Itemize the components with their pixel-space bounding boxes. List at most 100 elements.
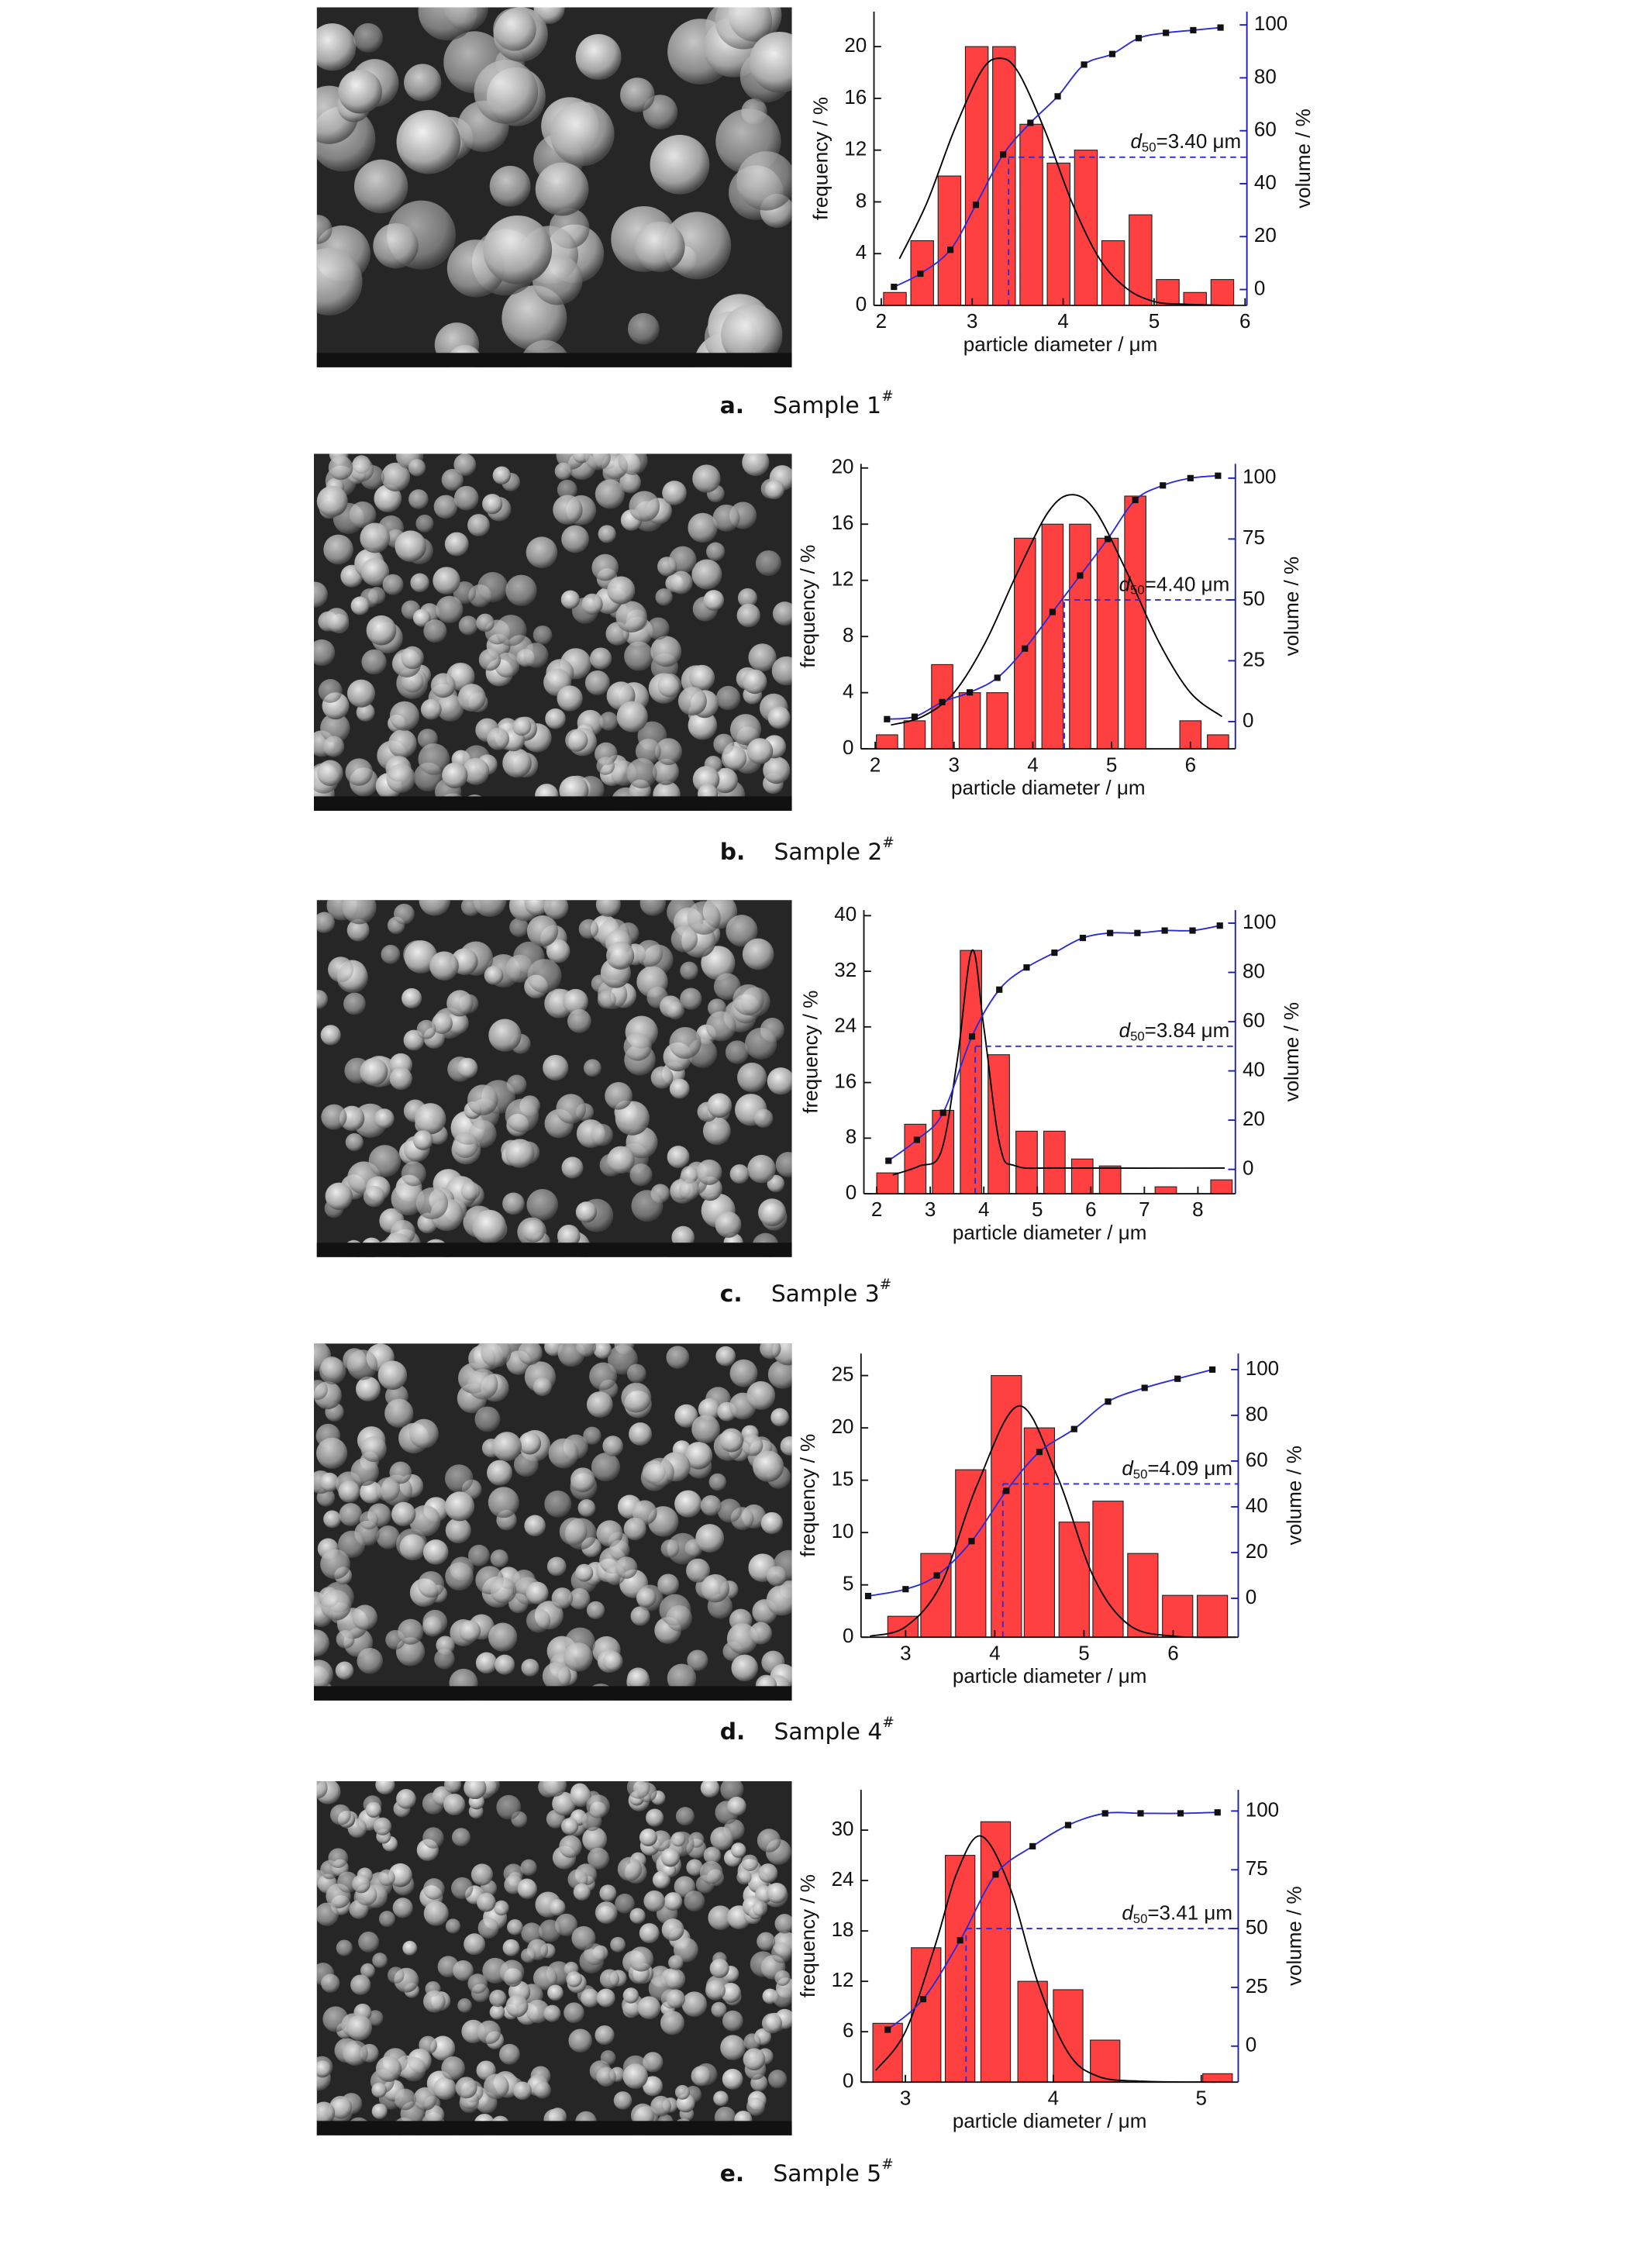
particle [583,1059,602,1077]
volume-curve [887,1811,1218,2031]
particle [599,1884,617,1902]
particle [543,1054,569,1081]
particle [377,1360,408,1391]
y2-tick-label: 20 [1246,1539,1268,1563]
particle [338,1480,360,1503]
bar [911,1947,942,2083]
particle [643,1890,665,1912]
y-tick-label: 20 [844,33,867,57]
y2-tick-label: 20 [1243,1107,1265,1130]
bar [1053,1989,1084,2083]
y-axis-label: frequency / % [796,1874,819,1997]
particle [360,522,391,553]
bar [1156,279,1180,306]
particle [316,247,363,315]
particle [653,758,679,785]
particle [545,708,566,729]
particle [699,1861,723,1884]
bar [910,240,934,306]
particle [493,8,536,51]
particle [548,1438,579,1469]
y2-tick-label: 75 [1246,1856,1268,1880]
particle [666,1346,690,1370]
caption: b. Sample 2# [720,834,895,865]
particle [521,1922,543,1944]
particle [746,2097,765,2116]
particle [664,212,732,280]
particle [607,576,636,605]
particle [457,1057,478,1079]
particle [398,1618,424,1645]
particle [323,534,353,565]
particle [412,1130,433,1150]
volume-marker [919,1996,927,2003]
particle [617,1856,642,1881]
particle [636,939,664,967]
particle [346,2015,372,2041]
particle [494,652,520,678]
particle [374,1108,395,1129]
volume-marker [1215,472,1222,479]
particle [687,1649,708,1671]
particle [664,1892,683,1911]
particle [542,1662,571,1691]
bar [1096,537,1119,750]
particle [780,1436,792,1456]
particle [650,1066,674,1089]
y2-tick-label: 40 [1254,171,1277,194]
particle [560,1818,579,1835]
bar [883,291,907,306]
particle [366,615,397,646]
particle [596,757,615,775]
particle [316,23,357,71]
particle [650,2095,671,2117]
particle [408,1505,441,1537]
volume-marker [1107,929,1114,936]
bar [980,1821,1012,2083]
particle [317,760,343,787]
y2-tick-label: 100 [1243,910,1276,933]
particle [321,1104,347,1130]
particle [598,525,616,543]
particle [388,1863,412,1887]
particle [568,2028,592,2053]
particle [570,1785,591,1808]
volume-marker [939,698,946,705]
volume-marker [968,1538,975,1545]
particle [743,2048,766,2071]
particle [423,619,447,643]
volume-marker [1105,1398,1112,1405]
x-tick-label: 2 [876,309,887,333]
particle [490,1549,508,1568]
d50-label: d50=3.84 μm [1119,1019,1230,1044]
volume-marker [917,270,924,277]
particle [320,1590,352,1621]
particle [650,636,682,667]
particle [375,2056,402,2082]
particle [388,729,417,758]
particle [589,1362,618,1391]
y-tick-label: 4 [856,240,867,264]
particle [713,973,741,1001]
particle [737,588,757,608]
particle [677,687,707,716]
particle [361,649,387,675]
particle [457,1998,472,2013]
particle [350,1457,379,1487]
bar [1202,2073,1233,2083]
particle [757,1829,781,1853]
particle [705,1980,726,2001]
bar [887,1615,919,1638]
particle [581,1988,600,2008]
volume-marker [1160,482,1167,489]
particle [313,1629,329,1657]
volume-marker [1029,1842,1036,1849]
particle [368,1145,402,1177]
particle [413,2087,437,2111]
volume-marker [1214,1809,1221,1816]
particle [626,758,657,789]
particle [492,466,511,484]
particle [458,615,478,636]
particle [595,2025,615,2046]
y-tick-label: 12 [832,1968,854,1991]
